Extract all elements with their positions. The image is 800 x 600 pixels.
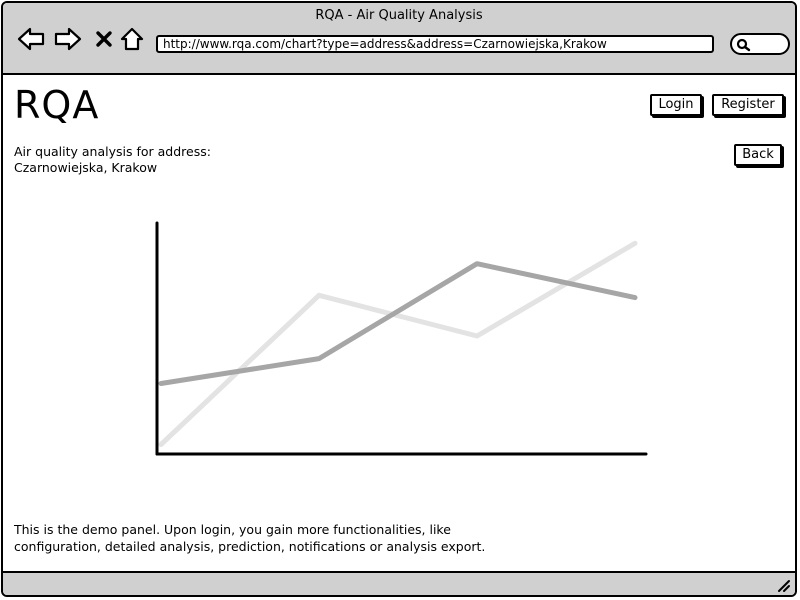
- intro-label: Air quality analysis for address:: [14, 144, 211, 159]
- series-line-1: [158, 240, 638, 447]
- status-bar: [3, 571, 795, 595]
- search-icon: [736, 38, 751, 52]
- demo-note-line-2: configuration, detailed analysis, predic…: [14, 539, 486, 554]
- chart-series-layer: [158, 240, 638, 447]
- browser-toolbar: RQA - Air Quality Analysis http://www.rq…: [3, 3, 795, 75]
- site-logo[interactable]: RQA: [14, 83, 100, 127]
- register-button[interactable]: Register: [712, 94, 784, 116]
- air-quality-chart: [155, 221, 648, 456]
- home-icon[interactable]: [118, 25, 146, 53]
- forward-arrow-icon[interactable]: [54, 25, 82, 53]
- address-label: Czarnowiejska, Krakow: [14, 160, 158, 175]
- search-field[interactable]: [730, 33, 790, 55]
- intro-text: Air quality analysis for address: Czarno…: [14, 144, 211, 176]
- demo-note-line-1: This is the demo panel. Upon login, you …: [14, 522, 451, 537]
- resize-grip-icon[interactable]: [775, 577, 791, 593]
- address-bar[interactable]: http://www.rqa.com/chart?type=address&ad…: [156, 35, 714, 53]
- login-button[interactable]: Login: [650, 94, 702, 116]
- back-arrow-icon[interactable]: [17, 25, 45, 53]
- window-title: RQA - Air Quality Analysis: [315, 8, 483, 23]
- series-line-2: [158, 261, 638, 386]
- close-x-icon[interactable]: [90, 25, 118, 53]
- back-button[interactable]: Back: [734, 144, 782, 166]
- demo-panel-note: This is the demo panel. Upon login, you …: [14, 521, 574, 555]
